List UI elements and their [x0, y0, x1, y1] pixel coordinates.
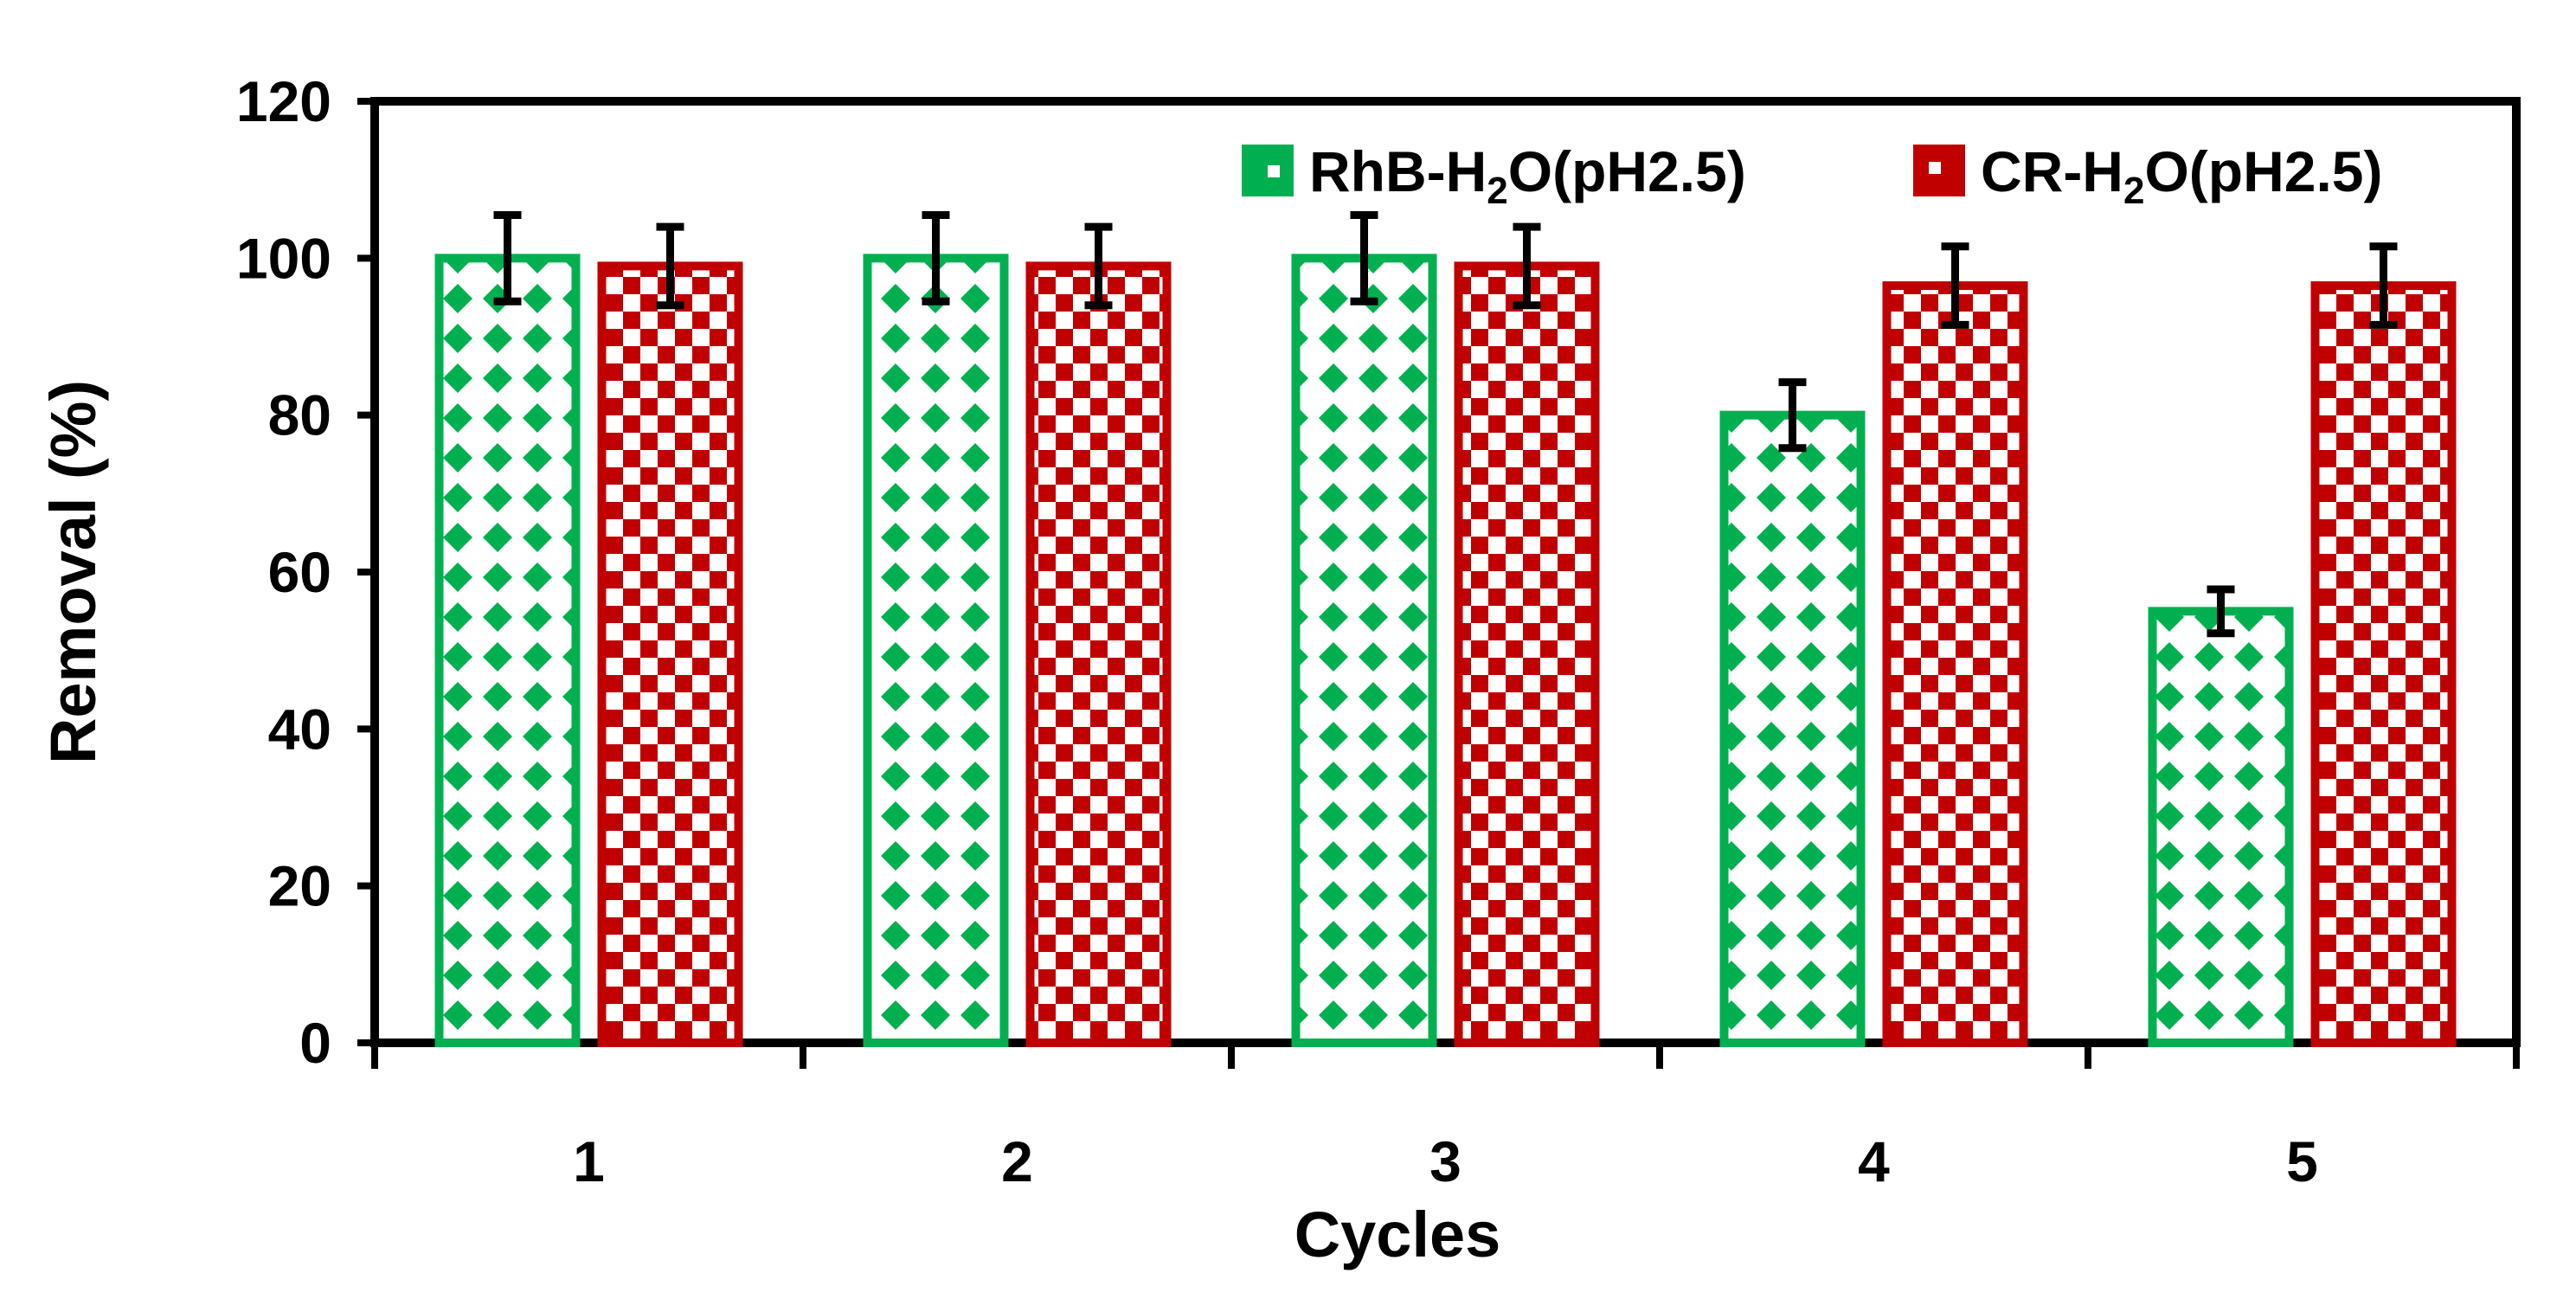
y-tick-label: 60 — [268, 540, 331, 604]
error-bars-layer — [493, 210, 2398, 638]
y-axis: 0 20 40 60 80 100 120 — [236, 69, 375, 1075]
y-tick-label: 20 — [268, 854, 331, 918]
bar-series-2 — [1882, 281, 2028, 1048]
legend-swatch — [1913, 145, 1965, 196]
y-axis-title: Removal (%) — [37, 380, 109, 764]
legend-label: RhB-H2O(pH2.5) — [1309, 139, 1746, 212]
legend-swatch-mark — [1929, 162, 1941, 174]
bar-series-1 — [2148, 607, 2294, 1047]
bar-series-2 — [597, 261, 743, 1047]
y-tick-label: 0 — [299, 1011, 331, 1075]
x-axis-title: Cycles — [1294, 1199, 1501, 1270]
legend: RhB-H2O(pH2.5) CR-H2O(pH2.5) — [1242, 139, 2382, 212]
y-tick-label: 100 — [236, 226, 331, 290]
x-tick-label: 3 — [1429, 1129, 1461, 1193]
bar-series-1 — [434, 254, 581, 1048]
x-tick-label: 4 — [1858, 1129, 1890, 1193]
bars-layer — [434, 254, 2457, 1048]
bar-series-1 — [863, 254, 1009, 1048]
legend-swatch-mark — [1268, 165, 1280, 177]
y-tick-label: 80 — [268, 383, 331, 447]
y-tick-label: 120 — [236, 69, 331, 133]
x-tick-label: 2 — [1001, 1129, 1033, 1193]
bar-series-2 — [1454, 261, 1600, 1047]
bar-series-2 — [2310, 281, 2457, 1048]
bar-series-1 — [1719, 410, 1866, 1047]
y-tick-label: 40 — [268, 697, 331, 761]
x-axis: 1 2 3 4 5 — [371, 1043, 2520, 1193]
legend-label: CR-H2O(pH2.5) — [1981, 139, 2382, 212]
bar-series-2 — [1025, 261, 1172, 1047]
x-tick-label: 5 — [2286, 1129, 2318, 1193]
x-tick-label: 1 — [573, 1129, 605, 1193]
bar-series-1 — [1291, 254, 1437, 1048]
